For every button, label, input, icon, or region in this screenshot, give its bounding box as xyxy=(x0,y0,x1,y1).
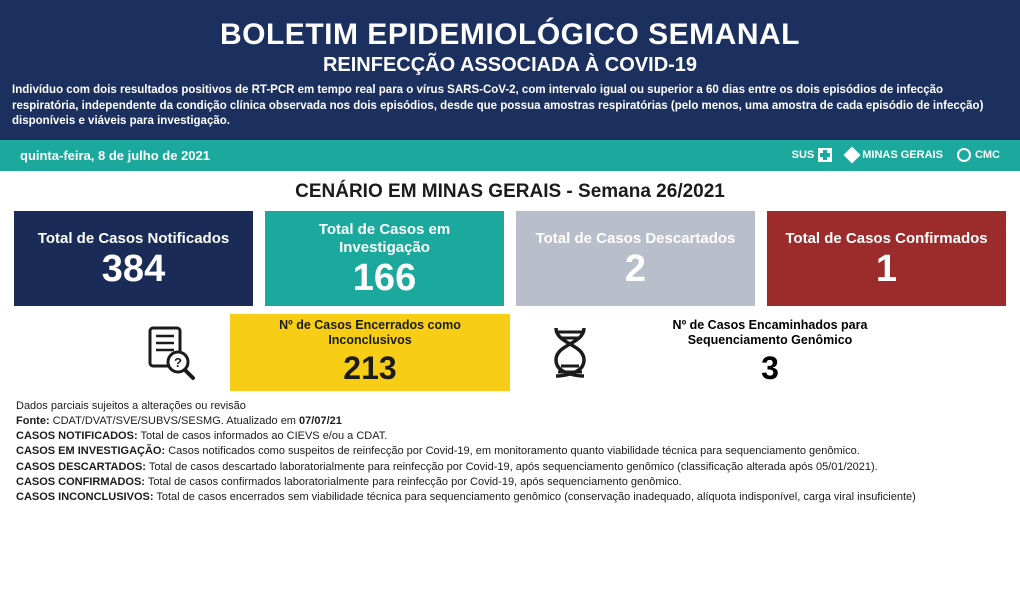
dna-icon xyxy=(510,314,630,391)
tile-value: 3 xyxy=(640,350,900,387)
cmc-logo: CMC xyxy=(957,148,1000,162)
card-value: 384 xyxy=(22,248,245,291)
page-subtitle: REINFECÇÃO ASSOCIADA À COVID-19 xyxy=(12,54,1008,77)
notes-section: Dados parciais sujeitos a alterações ou … xyxy=(0,395,1020,505)
def-notificados: CASOS NOTIFICADOS: Total de casos inform… xyxy=(16,429,1004,443)
card-label: Total de Casos Confirmados xyxy=(775,230,998,248)
card-notificados: Total de Casos Notificados 384 xyxy=(14,211,253,306)
card-confirmados: Total de Casos Confirmados 1 xyxy=(767,211,1006,306)
def-investigacao: CASOS EM INVESTIGAÇÃO: Casos notificados… xyxy=(16,444,1004,458)
card-label: Total de Casos Descartados xyxy=(524,230,747,248)
svg-text:?: ? xyxy=(174,355,182,370)
card-value: 166 xyxy=(273,257,496,300)
tile-label: Nº de Casos Encaminhados para Sequenciam… xyxy=(640,318,900,348)
minas-gerais-logo: MINAS GERAIS xyxy=(846,149,943,161)
card-value: 2 xyxy=(524,248,747,291)
card-label: Total de Casos em Investigação xyxy=(273,221,496,257)
document-search-icon: ? xyxy=(110,314,230,391)
stat-cards-row: Total de Casos Notificados 384 Total de … xyxy=(0,211,1020,306)
card-descartados: Total de Casos Descartados 2 xyxy=(516,211,755,306)
sus-logo: SUS xyxy=(792,148,833,162)
plus-icon xyxy=(818,148,832,162)
tile-value: 213 xyxy=(240,350,500,387)
def-descartados: CASOS DESCARTADOS: Total de casos descar… xyxy=(16,460,1004,474)
scenario-title: CENÁRIO EM MINAS GERAIS - Semana 26/2021 xyxy=(0,171,1020,211)
definition-text: Indivíduo com dois resultados positivos … xyxy=(12,83,1008,130)
header: BOLETIM EPIDEMIOLÓGICO SEMANAL REINFECÇÃ… xyxy=(0,0,1020,140)
card-investigacao: Total de Casos em Investigação 166 xyxy=(265,211,504,306)
date-bar: quinta-feira, 8 de julho de 2021 SUS MIN… xyxy=(0,140,1020,171)
def-inconclusivos: CASOS INCONCLUSIVOS: Total de casos ence… xyxy=(16,490,1004,504)
secondary-stats-row: ? Nº de Casos Encerrados como Inconclusi… xyxy=(0,306,1020,395)
gear-icon xyxy=(957,148,971,162)
tile-inconclusivos: Nº de Casos Encerrados como Inconclusivo… xyxy=(230,314,510,391)
logo-row: SUS MINAS GERAIS CMC xyxy=(792,148,1000,162)
report-date: quinta-feira, 8 de julho de 2021 xyxy=(20,148,210,163)
def-confirmados: CASOS CONFIRMADOS: Total de casos confir… xyxy=(16,475,1004,489)
diamond-icon xyxy=(844,147,861,164)
card-label: Total de Casos Notificados xyxy=(22,230,245,248)
source-line: Fonte: CDAT/DVAT/SVE/SUBVS/SESMG. Atuali… xyxy=(16,414,1004,428)
tile-genomico: Nº de Casos Encaminhados para Sequenciam… xyxy=(630,314,910,391)
tile-label: Nº de Casos Encerrados como Inconclusivo… xyxy=(240,318,500,348)
disclaimer: Dados parciais sujeitos a alterações ou … xyxy=(16,399,1004,413)
page-title: BOLETIM EPIDEMIOLÓGICO SEMANAL xyxy=(12,18,1008,52)
card-value: 1 xyxy=(775,248,998,291)
